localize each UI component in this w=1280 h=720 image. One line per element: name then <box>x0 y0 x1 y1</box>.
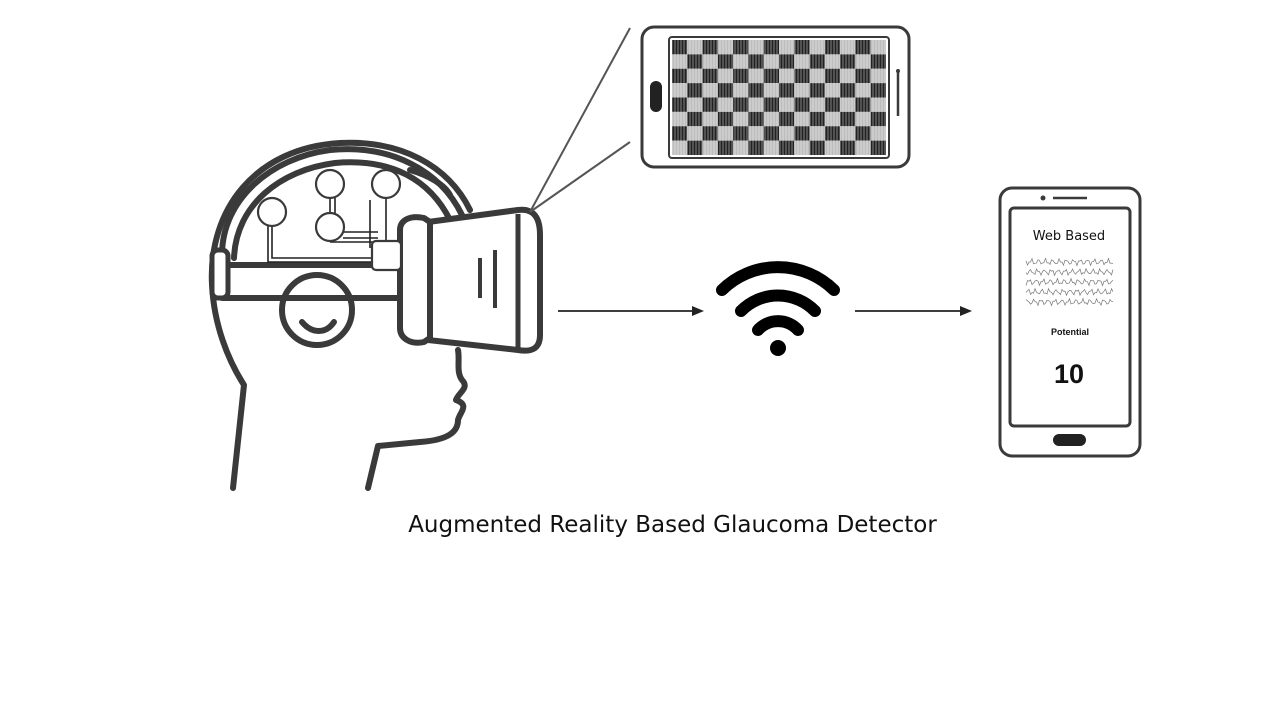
callout-lines <box>529 27 631 213</box>
smartphone-icon: Web Based Potential 10 <box>998 186 1142 458</box>
arrow-headset-to-wifi <box>558 306 704 316</box>
diagram-caption: Augmented Reality Based Glaucoma Detecto… <box>408 512 937 538</box>
phone-title: Web Based <box>1033 229 1105 244</box>
head-with-vr-headset-icon <box>208 139 543 491</box>
phone-potential-value: 10 <box>1054 359 1084 389</box>
phone-potential-label: Potential <box>1051 327 1089 337</box>
eeg-electrode-nodes-icon <box>256 168 403 272</box>
eeg-waveforms <box>1025 257 1114 307</box>
wifi-icon <box>716 261 840 356</box>
arrow-wifi-to-phone <box>855 306 972 316</box>
checkerboard-stimulus-phone-icon <box>640 25 911 169</box>
checkerboard-pattern <box>671 40 886 156</box>
